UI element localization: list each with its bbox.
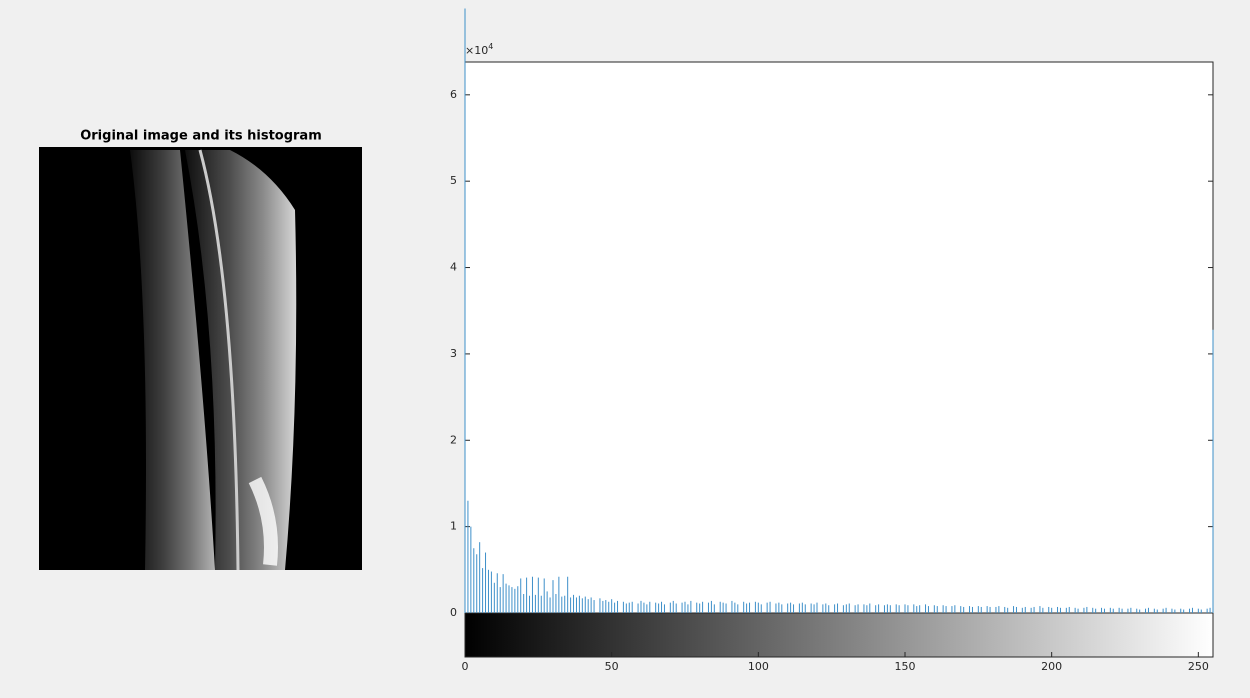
x-tick-label: 50 bbox=[605, 660, 619, 673]
colorbar bbox=[464, 612, 1214, 658]
y-tick-label: 0 bbox=[450, 606, 457, 619]
y-tick-label: 3 bbox=[450, 347, 457, 360]
y-tick-label: 6 bbox=[450, 88, 457, 101]
x-tick-label: 200 bbox=[1041, 660, 1062, 673]
x-tick-label: 150 bbox=[895, 660, 916, 673]
x-tick-label: 100 bbox=[748, 660, 769, 673]
x-tick-label: 0 bbox=[462, 660, 469, 673]
mri-image bbox=[39, 147, 362, 571]
y-tick-label: 5 bbox=[450, 174, 457, 187]
x-tick-label: 250 bbox=[1188, 660, 1209, 673]
image-title: Original image and its histogram bbox=[80, 129, 322, 144]
y-tick-label: 2 bbox=[450, 433, 457, 446]
y-exponent: ×104 bbox=[465, 42, 493, 58]
plot-area bbox=[464, 61, 1214, 614]
y-tick-label: 4 bbox=[450, 261, 457, 274]
y-tick-label: 1 bbox=[450, 520, 457, 533]
